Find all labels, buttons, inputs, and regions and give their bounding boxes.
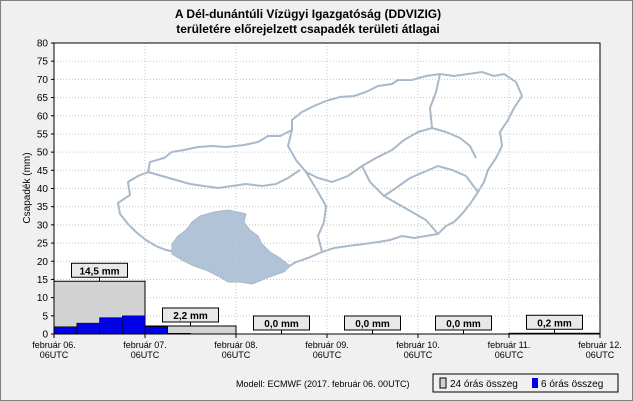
y-tick-label: 65 (37, 93, 49, 104)
x-tick-time: 06UTC (40, 350, 69, 360)
daily-label-text: 0,0 mm (355, 319, 390, 330)
x-tick-date: február 08. (214, 340, 258, 350)
y-tick-label: 50 (37, 148, 49, 159)
y-axis-label: Csapadék (mm) (22, 152, 33, 223)
y-tick-label: 25 (37, 239, 49, 250)
legend: 24 órás összeg 6 órás összeg (432, 373, 619, 393)
daily-label-text: 0,0 mm (446, 319, 481, 330)
six-hour-bar (99, 317, 123, 335)
internal-boundary-4 (361, 165, 439, 235)
x-tick-date: február 09. (305, 340, 349, 350)
x-tick-time: 06UTC (404, 350, 433, 360)
model-note: Modell: ECMWF (2017. február 06. 00UTC) (236, 379, 410, 389)
y-tick-label: 30 (37, 220, 49, 231)
y-tick-label: 80 (37, 39, 49, 50)
daily-label-text: 2,2 mm (173, 311, 208, 322)
internal-boundary-5 (428, 73, 441, 129)
y-axis: 0 5 10 15 20 25 30 35 40 45 50 55 60 65 70 75 80 (37, 39, 54, 341)
y-tick-label: 60 (37, 111, 49, 122)
plot-border (53, 42, 601, 335)
legend-box (432, 373, 619, 393)
x-tick-time: 06UTC (495, 350, 524, 360)
chart-title-line-1: A Dél-dunántúli Vízügyi Igazgatóság (DDV… (175, 7, 441, 21)
daily-labels: 14,5 mm 2,2 mm 0,0 mm 0,0 mm 0,0 mm 0,2 mm (71, 262, 583, 334)
x-tick-date: február 12. (578, 340, 622, 350)
ddvizig-region (171, 209, 291, 285)
x-tick-date: február 10. (396, 340, 440, 350)
daily-label-text: 0,0 mm (264, 319, 299, 330)
x-tick-time: 06UTC (586, 350, 615, 360)
x-tick-time: 06UTC (313, 350, 342, 360)
x-tick-time: 06UTC (131, 350, 160, 360)
y-tick-label: 20 (37, 257, 49, 268)
internal-boundary-6 (383, 164, 479, 197)
chart-title-line-2: területére előrejelzett csapadék terület… (176, 22, 439, 36)
six-hour-bar (122, 315, 146, 335)
y-tick-label: 75 (37, 57, 49, 68)
y-tick-label: 0 (42, 330, 48, 341)
daily-label-text: 14,5 mm (79, 266, 119, 277)
x-tick-date: február 07. (123, 340, 167, 350)
region-map (116, 70, 524, 285)
y-tick-label: 35 (37, 202, 49, 213)
daily-label-text: 0,2 mm (537, 318, 572, 329)
x-tick-date: február 06. (32, 340, 76, 350)
y-tick-label: 70 (37, 75, 49, 86)
legend-swatch-six-hour (532, 378, 538, 388)
six-hour-bar (76, 322, 100, 335)
internal-boundary-2 (147, 169, 301, 190)
y-tick-label: 55 (37, 129, 49, 140)
six-hour-bar (53, 326, 77, 335)
six-hour-bar (144, 326, 168, 335)
y-tick-label: 40 (37, 184, 49, 195)
y-tick-label: 15 (37, 275, 49, 286)
x-tick-time: 06UTC (222, 350, 251, 360)
y-tick-label: 45 (37, 166, 49, 177)
y-tick-label: 5 (42, 311, 48, 322)
y-tick-label: 10 (37, 293, 49, 304)
legend-label-six-hour: 6 órás összeg (541, 379, 603, 390)
legend-label-daily: 24 órás összeg (450, 379, 518, 390)
legend-swatch-daily (439, 377, 447, 389)
x-tick-date: február 11. (488, 340, 531, 350)
